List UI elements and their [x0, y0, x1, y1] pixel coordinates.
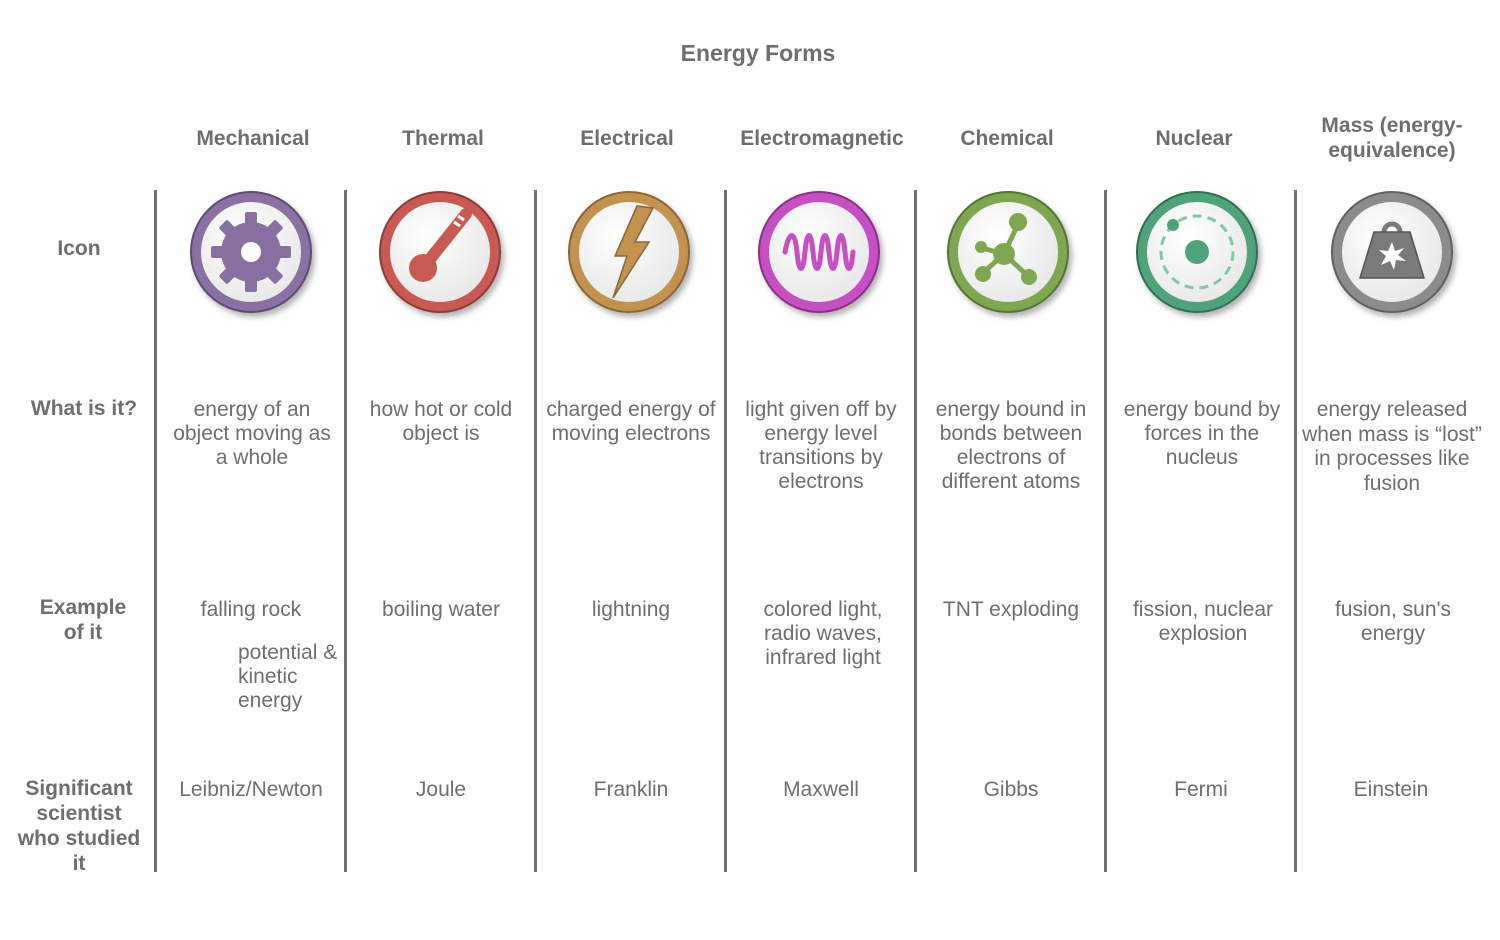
wave-icon [757, 190, 889, 322]
chemical-what-text: energy bound in bonds between electrons … [935, 398, 1087, 493]
column-header-electrical: Electrical [580, 126, 674, 150]
row-label-scientist: Significant scientist who studied it [17, 777, 141, 875]
row-label-what: What is it? [30, 397, 138, 420]
column-divider [154, 190, 157, 872]
page-title: Energy Forms [680, 40, 836, 66]
mechanical-example-note: potential & kinetic energy [238, 641, 338, 712]
mass-example-text: fusion, sun's energy [1334, 598, 1452, 645]
thermal-what-text: how hot or cold object is [369, 398, 513, 445]
row-label-example: Example of it [39, 596, 127, 644]
lightning-bolt-icon [567, 190, 699, 322]
electromagnetic-example-text: colored light, radio waves, infrared lig… [763, 598, 883, 669]
electrical-what-text: charged energy of moving electrons [546, 398, 716, 445]
electromagnetic-what-text: light given off by energy level transiti… [745, 398, 897, 493]
chemical-scientist-text: Gibbs [983, 778, 1039, 801]
thermal-example-text: boiling water [382, 598, 500, 621]
mechanical-example-text: falling rock [200, 598, 302, 621]
electrical-example-text: lightning [591, 598, 671, 621]
gear-icon [189, 190, 321, 322]
atom-icon [1135, 190, 1267, 322]
electrical-scientist-text: Franklin [593, 778, 669, 801]
column-header-nuclear: Nuclear [1155, 126, 1233, 150]
mechanical-scientist-text: Leibniz/Newton [179, 778, 323, 801]
column-header-mechanical: Mechanical [196, 126, 310, 150]
column-divider [1104, 190, 1107, 872]
thermal-scientist-text: Joule [415, 778, 467, 801]
column-divider [344, 190, 347, 872]
row-label-icon: Icon [57, 237, 101, 260]
mass-scientist-text: Einstein [1353, 778, 1429, 801]
electromagnetic-scientist-text: Maxwell [783, 778, 859, 801]
column-header-thermal: Thermal [402, 126, 484, 150]
column-header-mass: Mass (energy-equivalence) [1321, 114, 1463, 162]
thermometer-icon [378, 190, 510, 322]
chemical-example-text: TNT exploding [942, 598, 1080, 621]
column-divider [724, 190, 727, 872]
mass-what-text: energy released when mass is “lost” in p… [1302, 398, 1482, 495]
molecule-icon [946, 190, 1078, 322]
nuclear-what-text: energy bound by forces in the nucleus [1123, 398, 1281, 469]
column-header-electromagnetic: Electromagnetic [740, 126, 904, 150]
column-header-chemical: Chemical [960, 126, 1054, 150]
weight-icon [1330, 190, 1462, 322]
nuclear-scientist-text: Fermi [1174, 778, 1228, 801]
column-divider [534, 190, 537, 872]
column-divider [1294, 190, 1297, 872]
column-divider [914, 190, 917, 872]
nuclear-example-text: fission, nuclear explosion [1132, 598, 1274, 645]
mechanical-what-text: energy of an object moving as a whole [173, 398, 331, 469]
